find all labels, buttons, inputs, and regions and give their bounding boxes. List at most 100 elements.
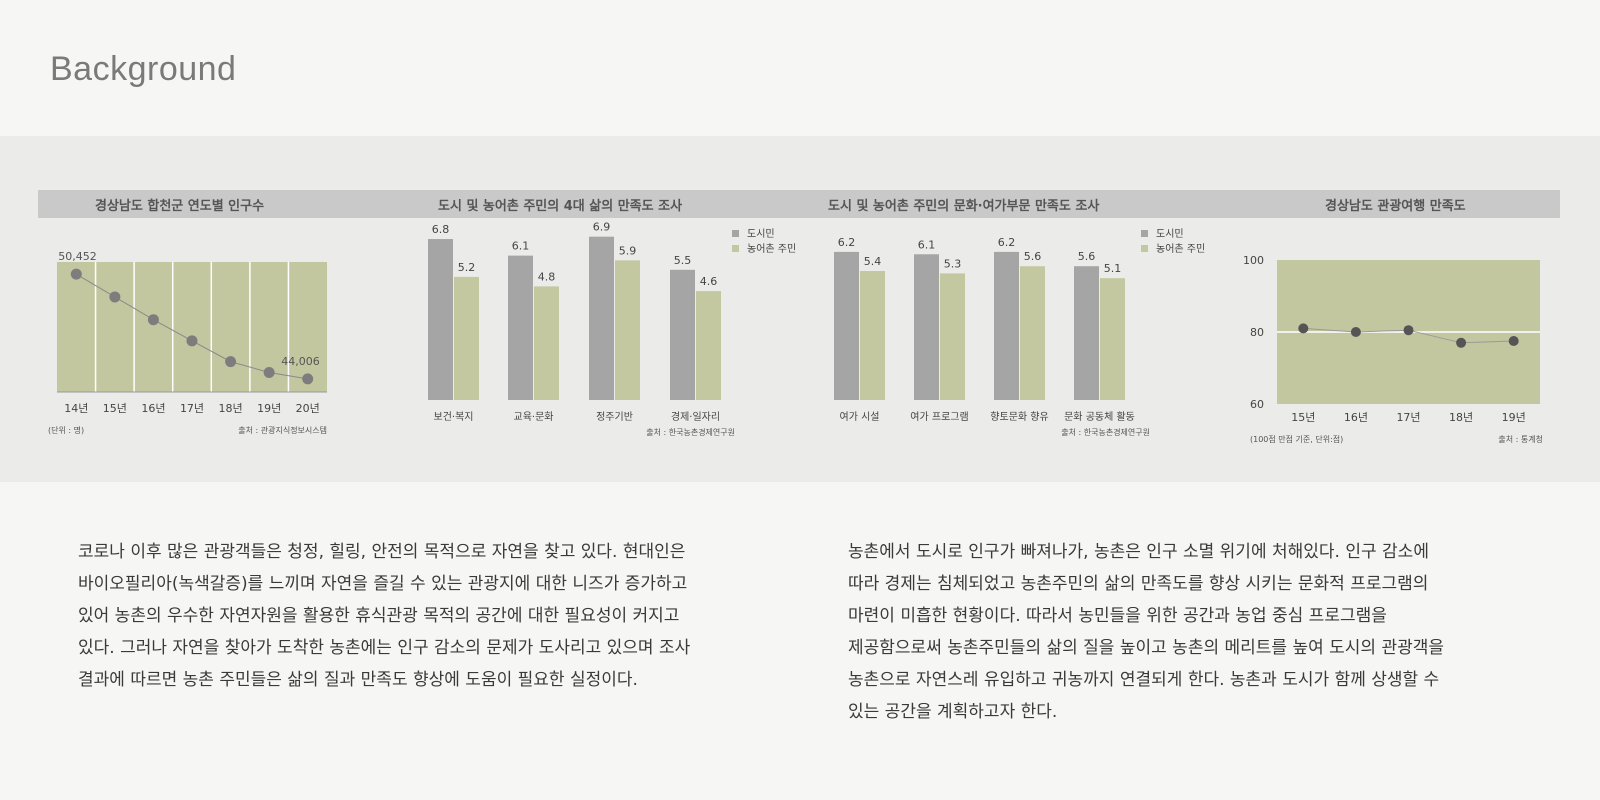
para-right-line-6: 있는 공간을 계획하고자 한다. (848, 702, 1058, 722)
chart3-bar-value-label: 5.6 (1024, 250, 1042, 263)
chart3-x-tick-label: 문화 공동체 활동 (1064, 410, 1135, 423)
chart3-legend-label: 농어촌 주민 (1156, 243, 1205, 255)
chart2-bar-value-label: 5.5 (674, 254, 692, 267)
chart2-bar-value-label: 4.8 (538, 270, 556, 283)
chart3-bar (834, 251, 859, 400)
chart3-x-tick-label: 여가 시설 (840, 411, 880, 423)
chart1-x-tick-label: 20년 (296, 402, 320, 415)
chart2-source: 출처 : 한국농촌경제연구원 (646, 427, 735, 437)
chart3-bar (860, 271, 885, 400)
para-left-line-1: 코로나 이후 많은 관광객들은 청정, 힐링, 안전의 목적으로 자연을 찾고 … (78, 542, 686, 562)
chart3-bar-value-label: 5.4 (864, 255, 882, 268)
chart4-y-tick-label: 100 (1243, 254, 1264, 267)
chart2-bar (428, 239, 453, 400)
chart1-unit-note: (단위 : 명) (48, 425, 84, 435)
chart1-x-tick-label: 16년 (141, 402, 165, 415)
chart3-bar-value-label: 5.3 (944, 257, 962, 270)
chart3-bar (994, 251, 1019, 400)
chart3-legend-swatch (1141, 245, 1148, 252)
chart1-x-tick-label: 18년 (219, 402, 243, 415)
chart2-title: 도시 및 농어촌 주민의 4대 삶의 만족도 조사 (438, 199, 683, 214)
chart4-point (1508, 336, 1519, 346)
chart2-bar (615, 260, 640, 400)
chart1-title: 경상남도 합천군 연도별 인구수 (95, 199, 265, 214)
chart3-bar (914, 254, 939, 400)
chart4-x-tick-label: 18년 (1449, 411, 1473, 424)
chart2-bar-value-label: 6.8 (432, 223, 450, 236)
chart1-plot-area (57, 262, 327, 392)
chart2-bar (508, 255, 533, 400)
chart3-legend-label: 도시민 (1156, 228, 1184, 240)
chart1-source: 출처 : 관광지식정보시스템 (238, 425, 327, 435)
chart1-x-tick-label: 17년 (180, 402, 204, 415)
chart3-bar (1020, 266, 1045, 400)
para-right-line-1: 농촌에서 도시로 인구가 빠져나가, 농촌은 인구 소멸 위기에 처해있다. 인… (848, 542, 1429, 562)
chart1-data-label: 50,452 (58, 250, 97, 263)
chart1-x-tick-label: 14년 (64, 402, 88, 415)
chart2-bar-value-label: 6.1 (512, 240, 530, 253)
para-right-line-4: 제공함으로써 농촌주민들의 삶의 질을 높이고 농촌의 메리트를 높여 도시의 … (848, 638, 1445, 658)
chart1-point (302, 373, 314, 385)
chart4-point (1350, 327, 1361, 337)
para-left-line-3: 있어 농촌의 우수한 자연자원을 활용한 휴식관광 목적의 공간에 대한 필요성… (78, 606, 680, 626)
chart1-x-tick-label: 19년 (257, 402, 281, 415)
chart-header-bar (38, 190, 1560, 218)
chart4-x-tick-label: 17년 (1396, 411, 1420, 424)
chart2-bar (696, 291, 721, 400)
chart2-bar-value-label: 5.2 (458, 261, 476, 274)
chart1-point (263, 367, 275, 378)
chart2-bar (534, 286, 559, 400)
chart2-x-tick-label: 교육·문화 (514, 411, 554, 423)
chart3-bar-value-label: 6.1 (918, 238, 936, 251)
chart2-bar-value-label: 5.9 (619, 244, 637, 257)
chart4-x-tick-label: 16년 (1344, 411, 1368, 424)
chart2-bar-value-label: 6.9 (593, 221, 611, 234)
chart2-legend-swatch (732, 245, 739, 252)
chart2-x-tick-label: 보건·복지 (434, 411, 474, 423)
page-title: Background (50, 50, 237, 88)
paragraph-right: 농촌에서 도시로 인구가 빠져나가, 농촌은 인구 소멸 위기에 처해있다. 인… (848, 536, 1524, 728)
chart4-x-tick-label: 19년 (1502, 411, 1526, 424)
chart4-point (1298, 323, 1309, 334)
chart2-legend-label: 농어촌 주민 (747, 243, 796, 255)
paragraph-left: 코로나 이후 많은 관광객들은 청정, 힐링, 안전의 목적으로 자연을 찾고 … (78, 536, 754, 696)
para-left-line-4: 있다. 그러나 자연을 찾아가 도착한 농촌에는 인구 감소의 문제가 도사리고… (78, 638, 691, 658)
chart2-legend-label: 도시민 (747, 228, 775, 240)
chart4-y-tick-label: 60 (1250, 398, 1264, 411)
chart3-source: 출처 : 한국농촌경제연구원 (1061, 427, 1150, 437)
chart3-x-tick-label: 향토문화 향유 (990, 411, 1048, 423)
chart3-bar-value-label: 6.2 (838, 236, 856, 249)
chart1-point (109, 291, 121, 303)
chart4-point (1456, 337, 1467, 348)
chart3-x-tick-label: 여가 프로그램 (910, 411, 968, 423)
chart1-x-tick-label: 15년 (103, 402, 127, 415)
chart3-bar (1074, 266, 1099, 400)
chart4-y-tick-label: 80 (1250, 326, 1264, 339)
para-right-line-3: 마련이 미흡한 현황이다. 따라서 농민들을 위한 공간과 농업 중심 프로그램… (848, 606, 1387, 626)
chart3-bar (940, 273, 965, 400)
chart2-bar-value-label: 4.6 (700, 275, 718, 288)
chart2-legend-swatch (732, 230, 739, 237)
chart4-title: 경상남도 관광여행 만족도 (1325, 199, 1466, 214)
chart3-legend-swatch (1141, 230, 1148, 237)
chart1-point (147, 314, 159, 326)
chart4-unit-note: (100점 만점 기준, 단위:점) (1250, 434, 1343, 444)
chart2-bar (589, 236, 614, 400)
chart3-bar (1100, 278, 1125, 400)
para-left-line-2: 바이오필리아(녹색갈증)를 느끼며 자연을 즐길 수 있는 관광지에 대한 니즈… (78, 574, 688, 594)
chart2-bar (454, 276, 479, 400)
para-right-line-5: 농촌으로 자연스레 유입하고 귀농까지 연결되게 한다. 농촌과 도시가 함께 … (848, 670, 1440, 690)
chart4-x-tick-label: 15년 (1291, 411, 1315, 424)
para-right-line-2: 따라 경제는 침체되었고 농촌주민의 삶의 만족도를 향상 시키는 문화적 프로… (848, 574, 1429, 594)
chart1-point (225, 356, 237, 368)
chart3-bar-value-label: 6.2 (998, 236, 1016, 249)
chart2-x-tick-label: 정주기반 (596, 411, 633, 423)
chart2-x-tick-label: 경제·일자리 (671, 410, 720, 423)
chart3-title: 도시 및 농어촌 주민의 문화·여가부문 만족도 조사 (828, 199, 1100, 214)
chart1-point (186, 335, 198, 347)
chart1-data-label: 44,006 (281, 355, 320, 368)
chart3-bar-value-label: 5.1 (1104, 262, 1122, 275)
chart3-bar-value-label: 5.6 (1078, 250, 1096, 263)
chart1-point (70, 268, 82, 280)
